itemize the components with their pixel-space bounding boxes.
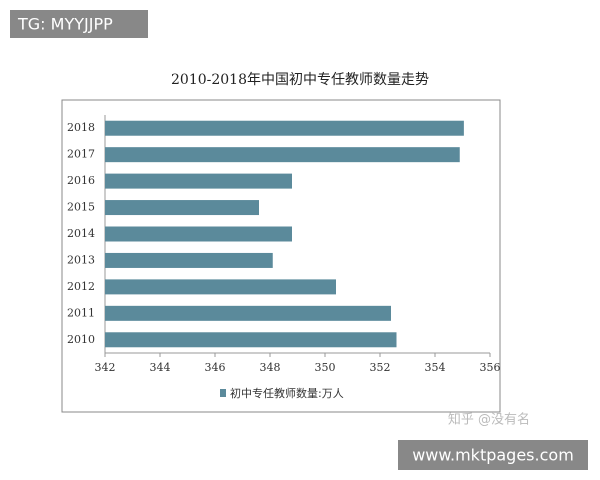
bar	[105, 305, 391, 321]
bar	[105, 332, 397, 348]
legend-swatch	[220, 389, 226, 397]
watermark: www.mktpages.com	[412, 446, 574, 465]
x-tick-label: 352	[370, 361, 391, 374]
watermark: TG: MYYJJPP	[17, 15, 113, 34]
bar	[105, 120, 464, 136]
chart-title: 2010-2018年中国初中专任教师数量走势	[171, 71, 429, 88]
y-tick-label: 2012	[67, 280, 95, 293]
watermark-box	[398, 440, 588, 470]
x-tick-label: 350	[315, 361, 336, 374]
y-tick-label: 2010	[67, 333, 95, 346]
x-tick-label: 342	[95, 361, 116, 374]
legend-label: 初中专任教师数量:万人	[230, 386, 344, 400]
y-tick-label: 2018	[67, 121, 95, 134]
bar	[105, 200, 259, 216]
y-tick-label: 2011	[67, 306, 95, 319]
y-tick-label: 2014	[67, 227, 95, 240]
y-tick-label: 2017	[67, 148, 95, 161]
y-tick-label: 2016	[67, 174, 95, 187]
x-tick-label: 354	[425, 361, 446, 374]
bar	[105, 226, 292, 242]
watermark: 知乎 @没有名	[448, 412, 530, 428]
x-tick-label: 346	[205, 361, 226, 374]
bar	[105, 279, 336, 295]
watermark-box	[10, 10, 148, 38]
y-tick-label: 2015	[67, 201, 95, 214]
chart-frame	[61, 99, 501, 413]
x-tick-label: 348	[260, 361, 281, 374]
bar	[105, 173, 292, 189]
x-tick-label: 356	[480, 361, 501, 374]
bar	[105, 252, 273, 268]
x-tick-label: 344	[150, 361, 171, 374]
y-tick-label: 2013	[67, 253, 95, 266]
bar	[105, 147, 460, 163]
